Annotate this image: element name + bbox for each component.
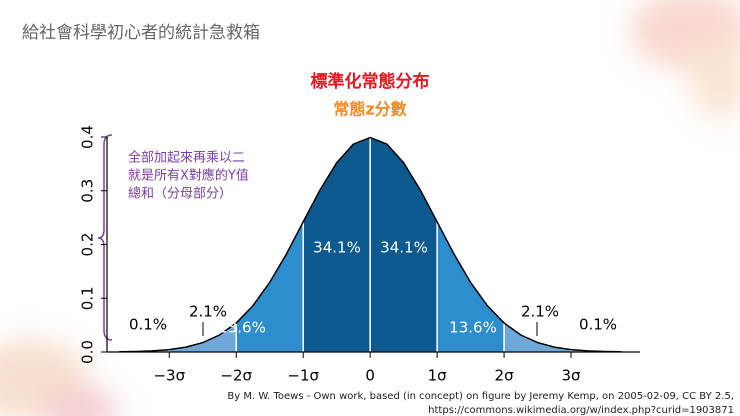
x-tick-label: 1σ: [428, 367, 448, 385]
y-tick-label: 0.0: [79, 340, 97, 364]
chart-title: 標準化常態分布: [311, 71, 430, 92]
region-area: [169, 322, 237, 352]
region-label: 2.1%: [189, 303, 227, 321]
region-area: [504, 322, 572, 352]
y-tick-label: 0.1: [79, 286, 97, 310]
region-label: 13.6%: [449, 319, 497, 337]
x-tick-label: 0: [365, 367, 375, 385]
bracket: [97, 134, 113, 341]
credit: By M. W. Toews - Own work, based (in con…: [227, 391, 734, 402]
region-label: 0.1%: [129, 316, 167, 334]
region-label: 0.1%: [579, 316, 617, 334]
annotation: 總和（分母部分）: [128, 186, 232, 202]
region-label: 34.1%: [313, 239, 361, 257]
region-label: 2.1%: [521, 303, 559, 321]
y-tick-label: 0.3: [79, 179, 97, 203]
x-tick-label: −3σ: [153, 367, 185, 385]
curve: [119, 136, 622, 353]
x-tick-label: 2σ: [495, 367, 515, 385]
x-tick-label: 3σ: [562, 367, 582, 385]
region-label: 13.6%: [218, 319, 266, 337]
y-tick-label: 0.4: [79, 125, 97, 149]
annotation: 就是所有X對應的Y值: [128, 168, 249, 184]
chart-subtitle: 常態z分數: [333, 100, 406, 119]
annotation: 全部加起來再乘以二: [128, 150, 245, 166]
region-label: 34.1%: [380, 239, 428, 257]
y-tick-label: 0.2: [79, 233, 97, 257]
credit: https://commons.wikimedia.org/w/index.ph…: [428, 405, 734, 416]
x-tick-label: −2σ: [220, 367, 252, 385]
slide-title: 給社會科學初心者的統計急救箱: [22, 23, 260, 43]
x-tick-label: −1σ: [287, 367, 319, 385]
